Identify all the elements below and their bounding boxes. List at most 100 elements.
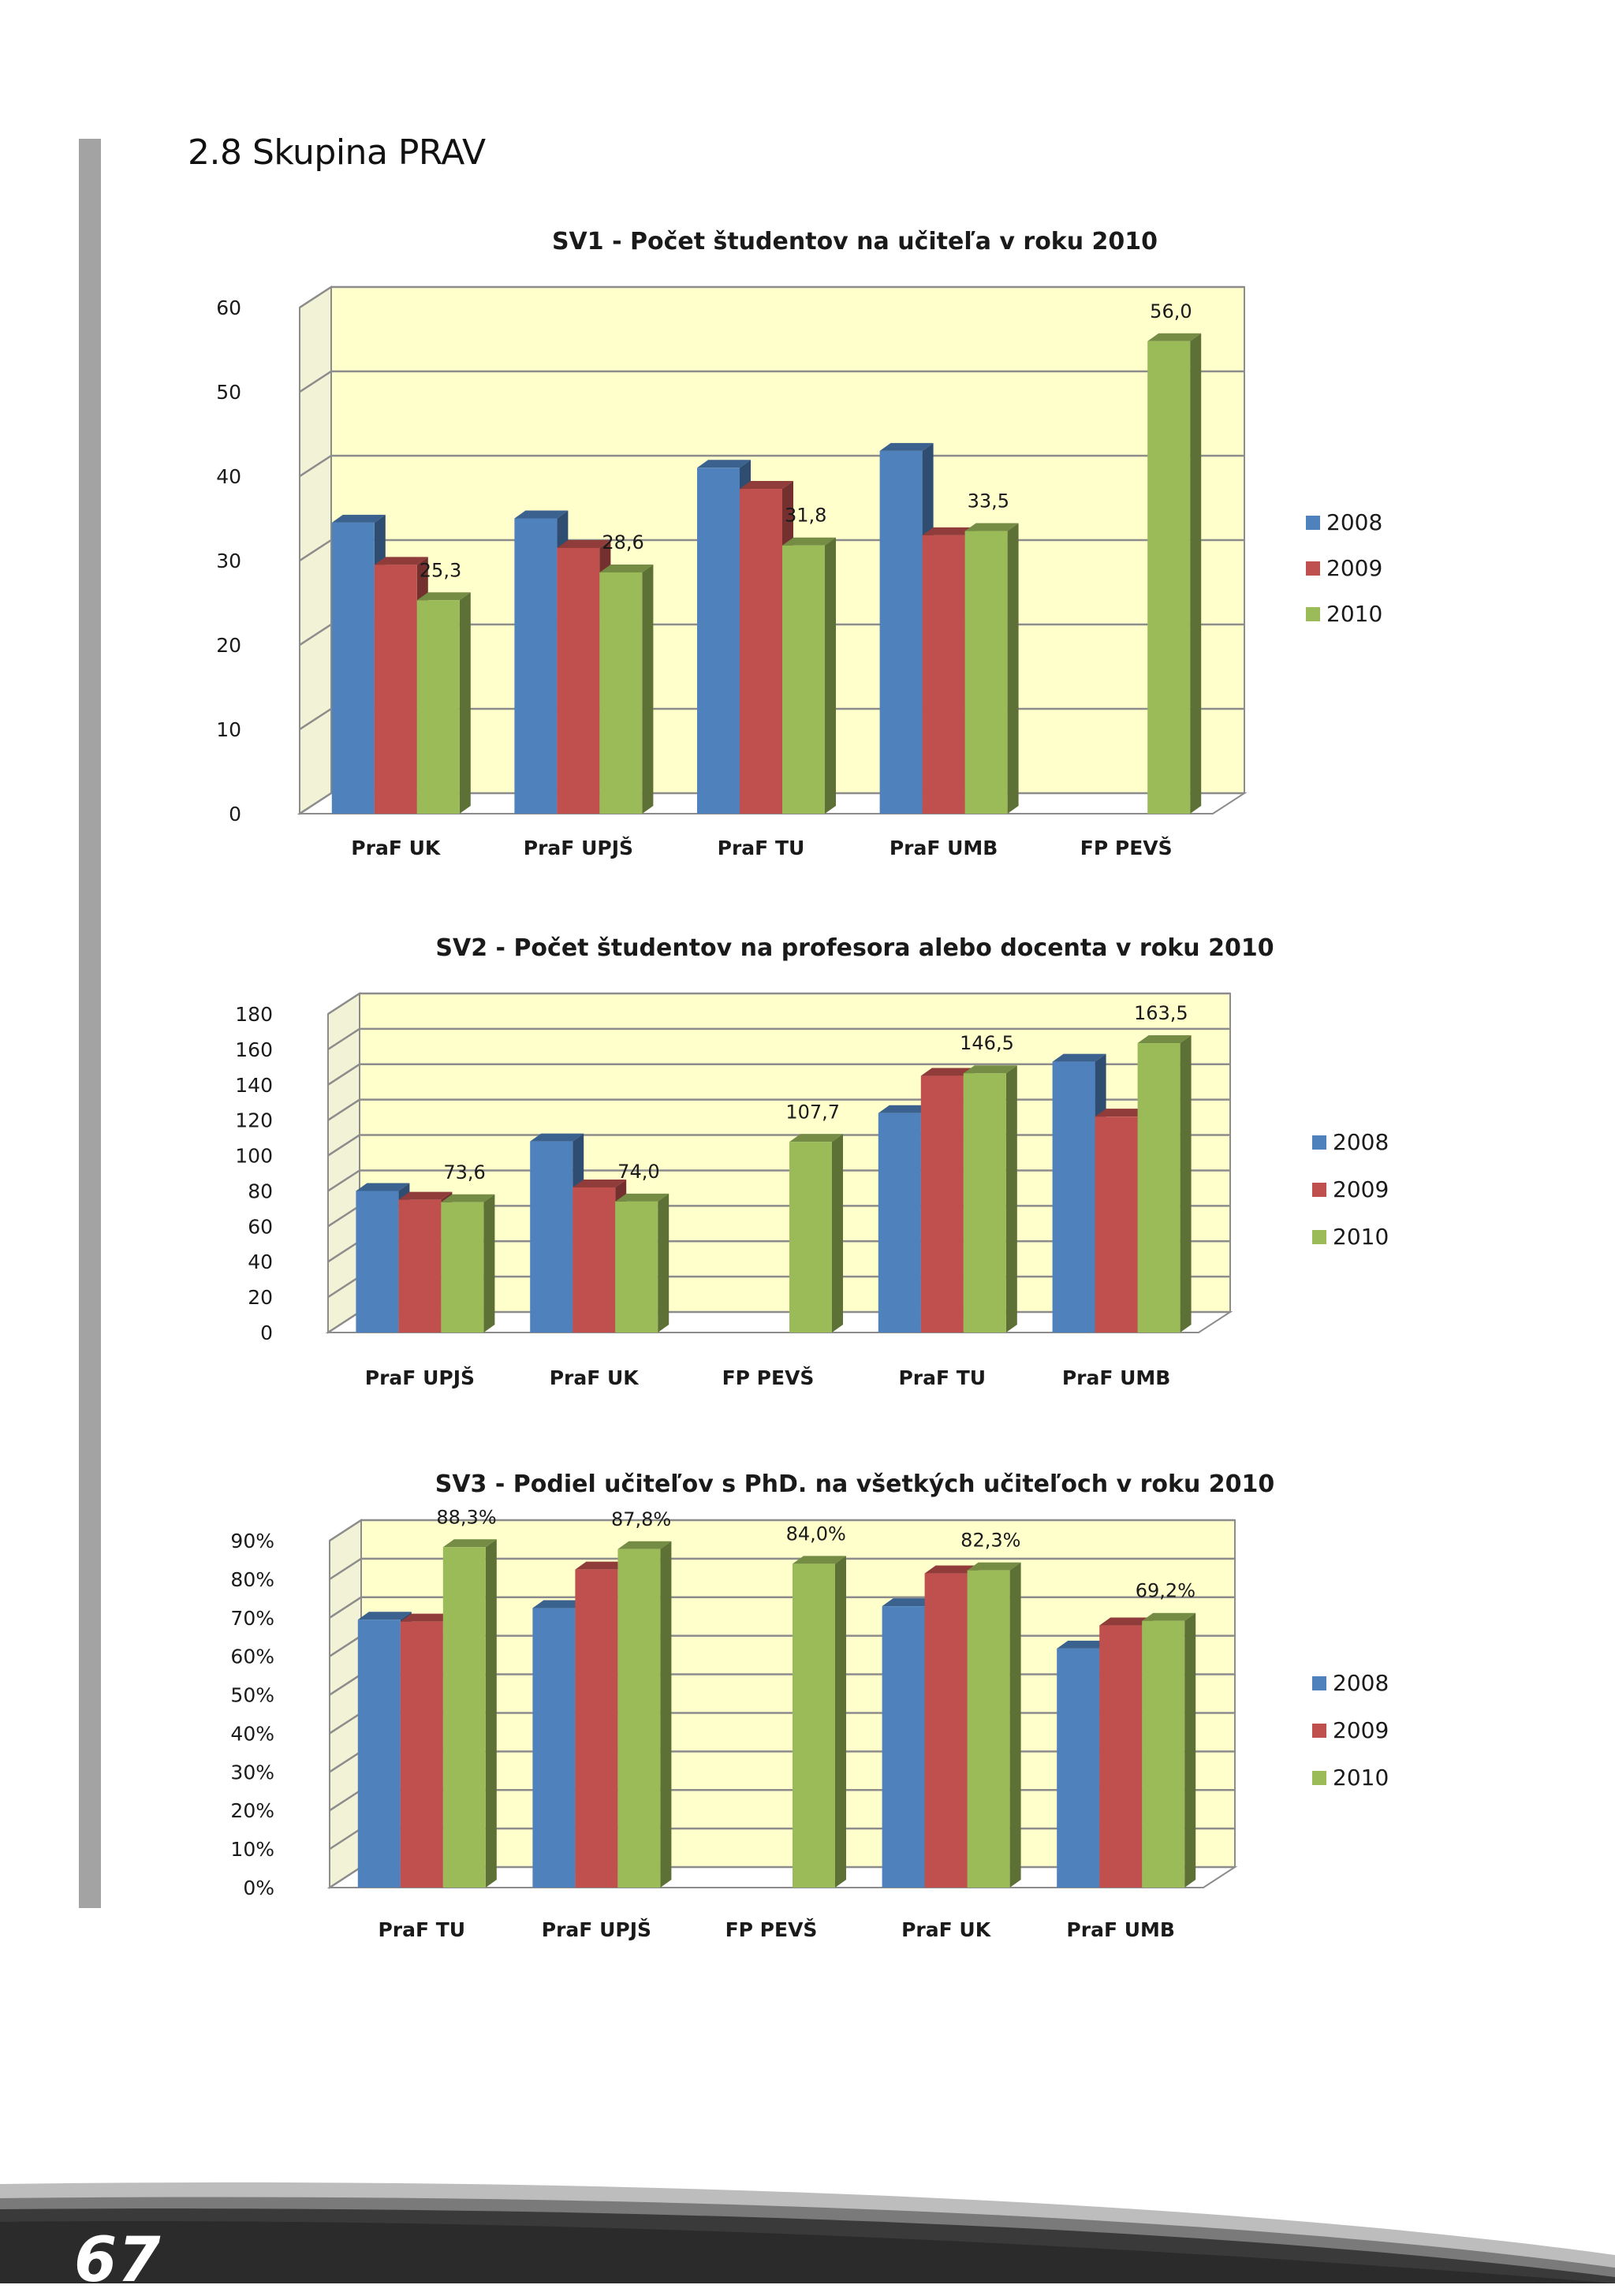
chart-sv3: SV3 - Podiel učiteľov s PhD. na všetkých… xyxy=(230,1470,1389,1941)
bar-2010 xyxy=(793,1556,846,1888)
legend-swatch xyxy=(1312,1724,1326,1738)
legend-swatch xyxy=(1306,607,1320,621)
legend-swatch xyxy=(1306,561,1320,576)
gridline xyxy=(327,992,1230,1016)
category-label: PraF TU xyxy=(898,1366,986,1389)
y-tick-label: 40 xyxy=(248,1250,273,1273)
legend-label: 2009 xyxy=(1333,1176,1389,1202)
chart-title: SV3 - Podiel učiteľov s PhD. na všetkých… xyxy=(435,1470,1275,1498)
gridline xyxy=(329,1519,1235,1542)
y-tick-label: 60 xyxy=(216,296,241,319)
footer-swoosh xyxy=(0,2182,1615,2283)
bar-2010 xyxy=(1137,1035,1192,1332)
data-label: 56,0 xyxy=(1150,300,1192,322)
chart-sv2: SV2 - Počet študentov na profesora alebo… xyxy=(235,934,1389,1389)
bar-2010 xyxy=(1147,333,1202,814)
legend-label: 2009 xyxy=(1326,555,1382,581)
bar-2010 xyxy=(416,592,471,814)
section-title: 2.8 Skupina PRAV xyxy=(188,132,486,173)
data-label: 33,5 xyxy=(968,490,1009,512)
category-label: PraF UPJŠ xyxy=(524,836,633,859)
y-tick-label: 20 xyxy=(216,634,241,657)
bar-2010 xyxy=(441,1194,495,1332)
category-label: PraF UMB xyxy=(890,837,998,859)
plot-side-wall xyxy=(327,992,360,1334)
y-tick-label: 60 xyxy=(248,1215,273,1238)
category-label: PraF UMB xyxy=(1062,1366,1171,1389)
data-label: 28,6 xyxy=(602,531,643,554)
legend-swatch xyxy=(1312,1135,1326,1150)
y-tick-label: 70% xyxy=(230,1607,274,1630)
gridline xyxy=(329,1557,1235,1580)
y-tick-label: 0% xyxy=(243,1877,274,1899)
legend-label: 2010 xyxy=(1333,1765,1389,1791)
legend-swatch xyxy=(1312,1230,1326,1244)
data-label: 163,5 xyxy=(1134,1002,1188,1024)
category-label: FP PEVŠ xyxy=(1080,836,1173,859)
legend-label: 2008 xyxy=(1326,509,1382,535)
y-tick-label: 30 xyxy=(216,550,241,572)
category-label: PraF TU xyxy=(718,837,805,859)
category-label: PraF TU xyxy=(378,1918,465,1941)
bar-2010 xyxy=(617,1541,672,1888)
y-tick-label: 100 xyxy=(235,1145,273,1168)
data-label: 25,3 xyxy=(420,559,461,581)
y-tick-label: 0 xyxy=(260,1321,273,1344)
bar-2010 xyxy=(964,523,1019,814)
data-label: 87,8% xyxy=(611,1508,671,1530)
y-tick-label: 10 xyxy=(216,718,241,741)
category-label: PraF UPJŠ xyxy=(542,1918,651,1941)
category-label: FP PEVŠ xyxy=(725,1918,818,1941)
bar-2010 xyxy=(615,1193,669,1332)
y-tick-label: 0 xyxy=(229,803,241,826)
category-label: PraF UMB xyxy=(1066,1918,1175,1941)
legend-swatch xyxy=(1306,516,1320,530)
gridline xyxy=(327,1027,1230,1050)
data-label: 82,3% xyxy=(960,1530,1020,1552)
y-tick-label: 80% xyxy=(230,1568,274,1591)
legend-label: 2010 xyxy=(1333,1224,1389,1250)
y-tick-label: 40% xyxy=(230,1722,274,1745)
y-tick-label: 50% xyxy=(230,1684,274,1707)
y-tick-label: 140 xyxy=(235,1074,273,1097)
category-label: PraF UK xyxy=(550,1366,640,1389)
y-tick-label: 180 xyxy=(235,1003,273,1026)
y-tick-label: 20 xyxy=(248,1286,273,1309)
data-label: 146,5 xyxy=(960,1032,1014,1054)
data-label: 73,6 xyxy=(443,1161,485,1183)
y-tick-label: 20% xyxy=(230,1799,274,1822)
legend-label: 2010 xyxy=(1326,601,1382,627)
chart-title: SV1 - Počet študentov na učiteľa v roku … xyxy=(552,228,1158,255)
data-label: 84,0% xyxy=(786,1523,846,1545)
bar-2010 xyxy=(442,1539,497,1888)
gridline xyxy=(327,1063,1230,1086)
bar-2010 xyxy=(967,1562,1021,1888)
category-label: PraF UK xyxy=(351,837,442,859)
y-tick-label: 60% xyxy=(230,1646,274,1668)
legend-label: 2008 xyxy=(1333,1670,1389,1696)
chart-sv1: SV1 - Počet študentov na učiteľa v roku … xyxy=(216,228,1382,859)
legend-swatch xyxy=(1312,1771,1326,1785)
y-tick-label: 90% xyxy=(230,1530,274,1552)
data-label: 107,7 xyxy=(785,1101,840,1123)
side-accent-bar xyxy=(79,139,101,1908)
gridline xyxy=(299,454,1244,478)
y-tick-label: 80 xyxy=(248,1180,273,1202)
gridline xyxy=(299,285,1244,309)
y-tick-label: 120 xyxy=(235,1109,273,1132)
bar-2010 xyxy=(963,1065,1017,1332)
data-label: 74,0 xyxy=(617,1161,659,1183)
y-tick-label: 40 xyxy=(216,465,241,488)
data-label: 31,8 xyxy=(785,505,826,527)
category-label: PraF UK xyxy=(901,1918,992,1941)
legend-label: 2008 xyxy=(1333,1129,1389,1155)
gridline xyxy=(299,370,1244,393)
bar-2010 xyxy=(782,537,836,814)
bar-2010 xyxy=(599,564,654,814)
chart-title: SV2 - Počet študentov na profesora alebo… xyxy=(435,934,1274,962)
y-tick-label: 50 xyxy=(216,381,241,404)
y-tick-label: 30% xyxy=(230,1761,274,1784)
bar-2010 xyxy=(1142,1612,1196,1888)
bar-2010 xyxy=(789,1134,843,1332)
y-tick-label: 10% xyxy=(230,1838,274,1861)
